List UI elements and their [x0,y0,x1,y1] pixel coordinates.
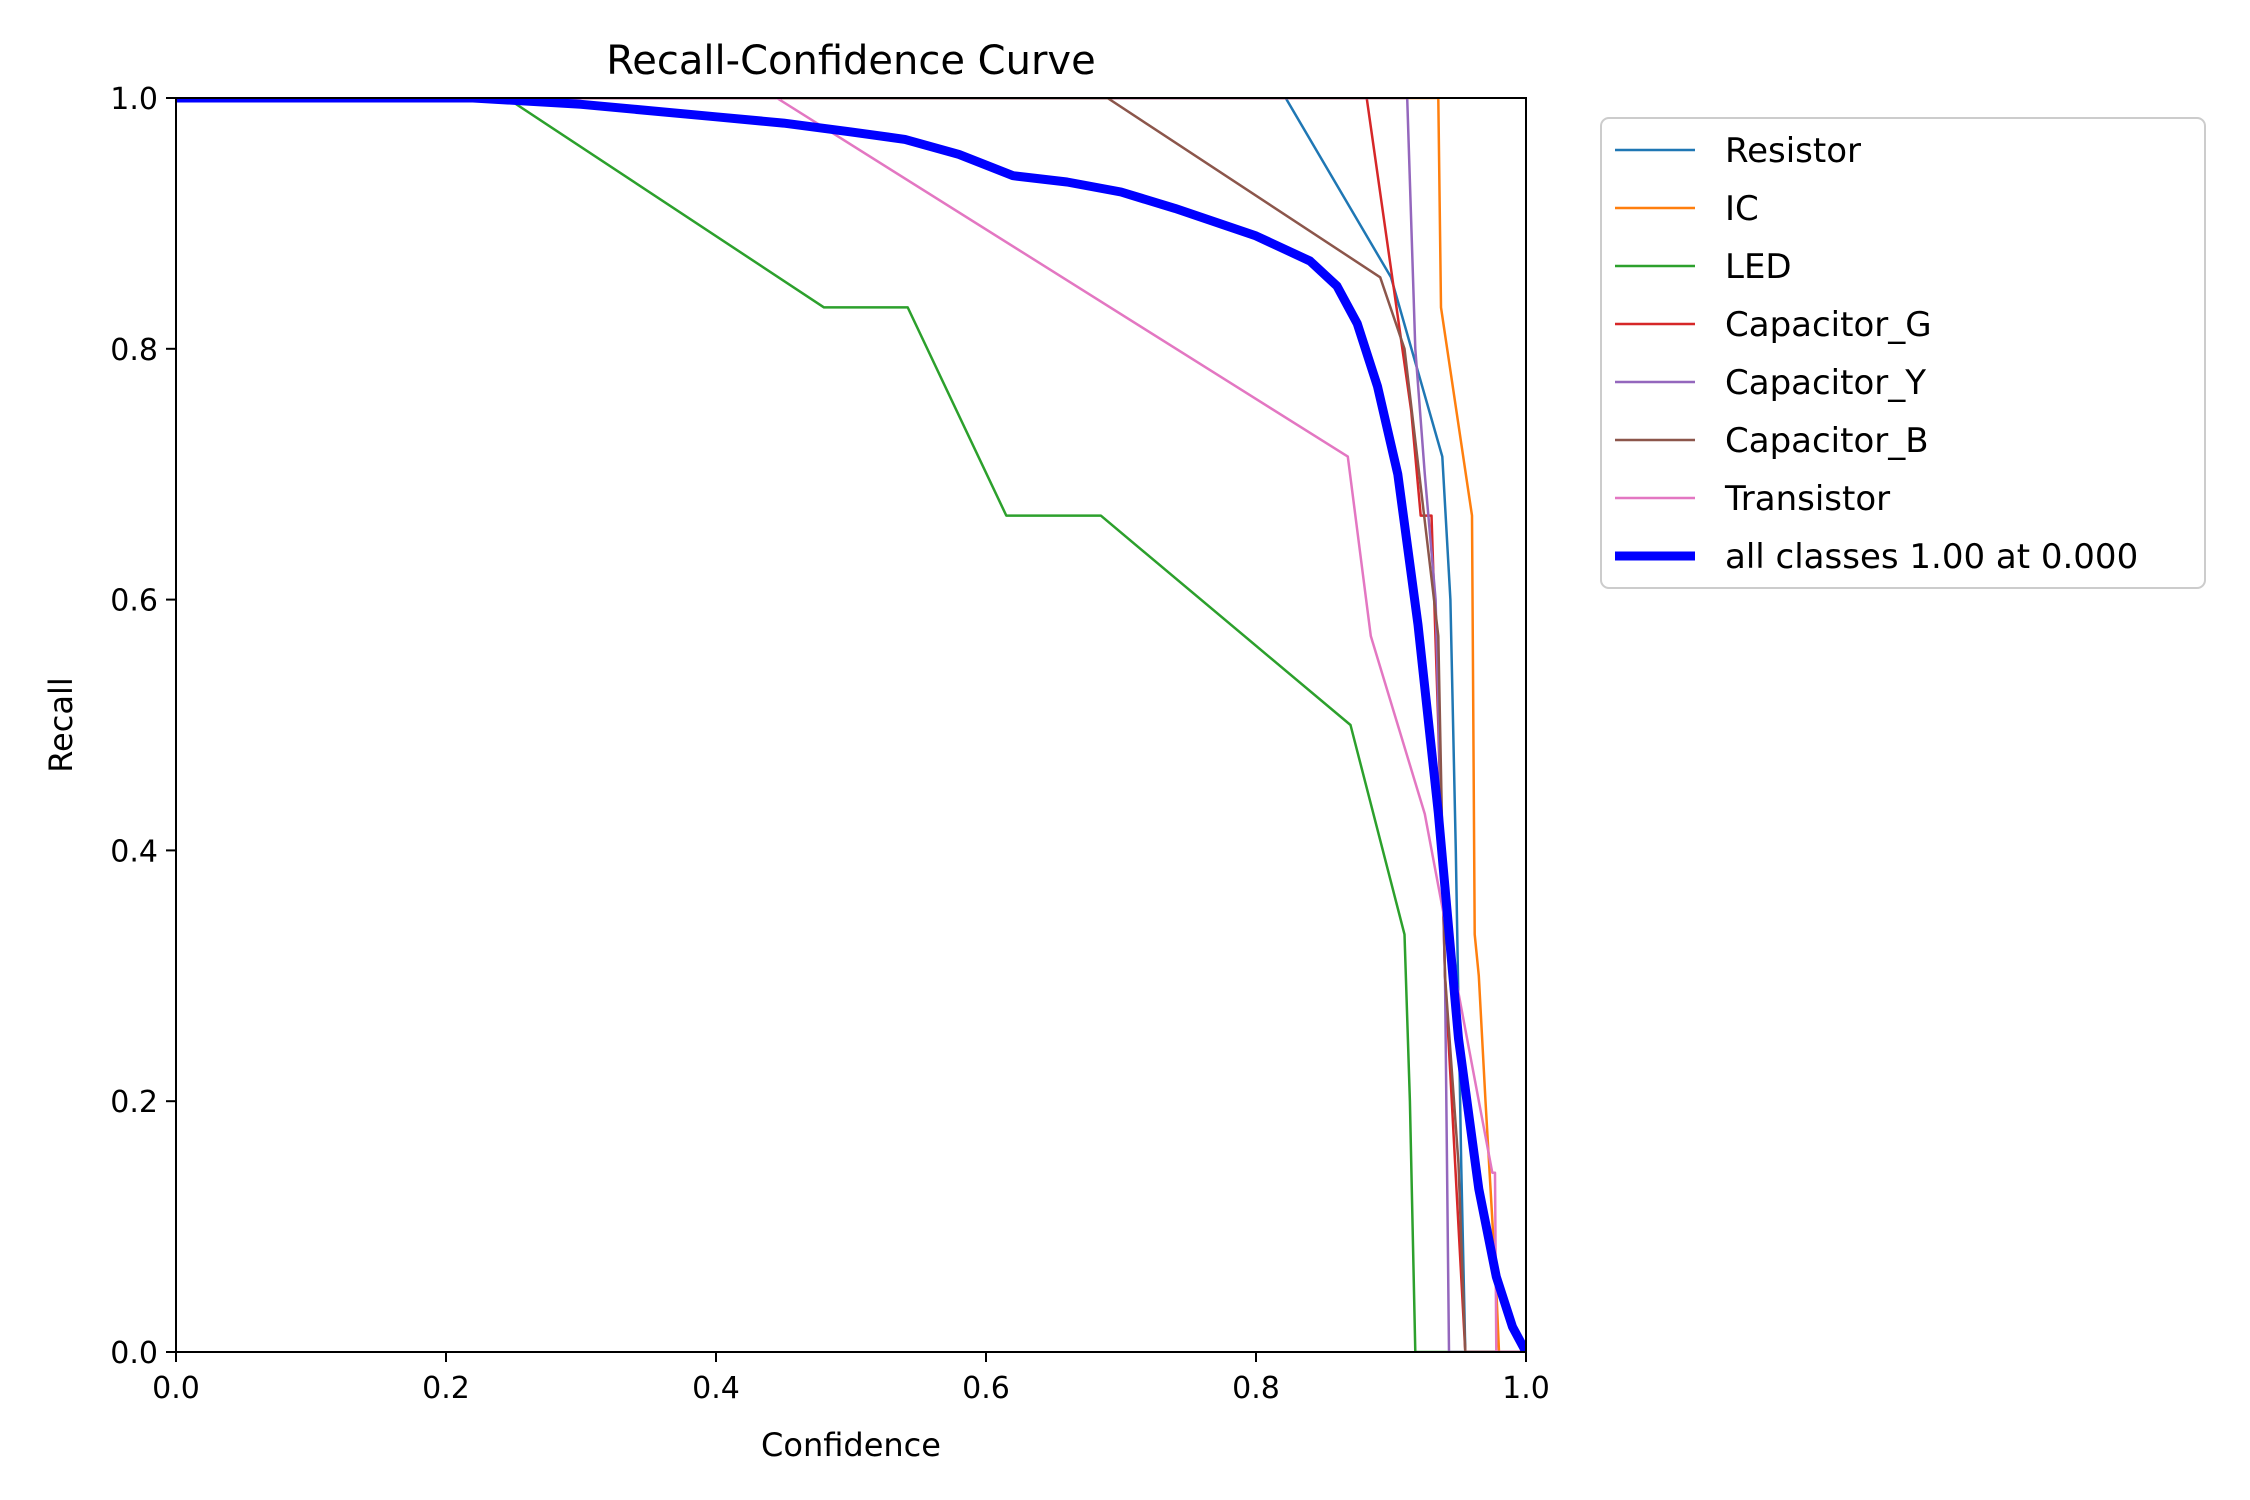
x-tick-label: 0.8 [1232,1371,1280,1406]
series-line-7 [176,98,1526,1352]
y-tick-label: 0.6 [110,584,158,619]
series-line-6 [176,98,1526,1352]
legend-label-6: Transistor [1724,479,1890,519]
series-line-3 [176,98,1526,1352]
legend-label-5: Capacitor_B [1725,421,1929,461]
y-axis-label: Recall [42,677,80,772]
y-tick-label: 0.8 [110,333,158,368]
x-tick-label: 0.4 [692,1371,740,1406]
legend: Resistor IC LED Capacitor_G Capacitor_Y Capac… [1600,117,2206,589]
legend-label-2: LED [1725,247,1792,287]
x-tick-label: 1.0 [1502,1371,1550,1406]
legend-label-1: IC [1725,189,1759,229]
series-line-4 [176,98,1526,1352]
legend-label-7: all classes 1.00 at 0.000 [1725,537,2138,577]
series-line-0 [176,98,1526,1352]
x-tick-label: 0.6 [962,1371,1010,1406]
legend-label-0: Resistor [1725,131,1861,171]
x-tick-label: 0.0 [152,1371,200,1406]
x-axis-ticks: 0.0 0.2 0.4 0.6 0.8 1.0 [152,1352,1550,1406]
series-line-5 [176,98,1526,1352]
series-line-2 [176,98,1526,1352]
x-tick-label: 0.2 [422,1371,470,1406]
series-layer [176,98,1526,1352]
y-axis-ticks: 0.0 0.2 0.4 0.6 0.8 1.0 [110,82,176,1371]
plot-frame [175,97,1527,1353]
y-tick-label: 0.2 [110,1085,158,1120]
legend-label-4: Capacitor_Y [1725,363,1926,403]
y-tick-label: 0.4 [110,834,158,869]
x-axis-label: Confidence [761,1426,941,1464]
chart-title: Recall-Confidence Curve [606,38,1095,84]
legend-label-3: Capacitor_G [1725,305,1932,345]
series-line-1 [176,98,1526,1352]
y-tick-label: 1.0 [110,82,158,117]
legend-frame [1600,117,2206,589]
y-tick-label: 0.0 [110,1336,158,1371]
